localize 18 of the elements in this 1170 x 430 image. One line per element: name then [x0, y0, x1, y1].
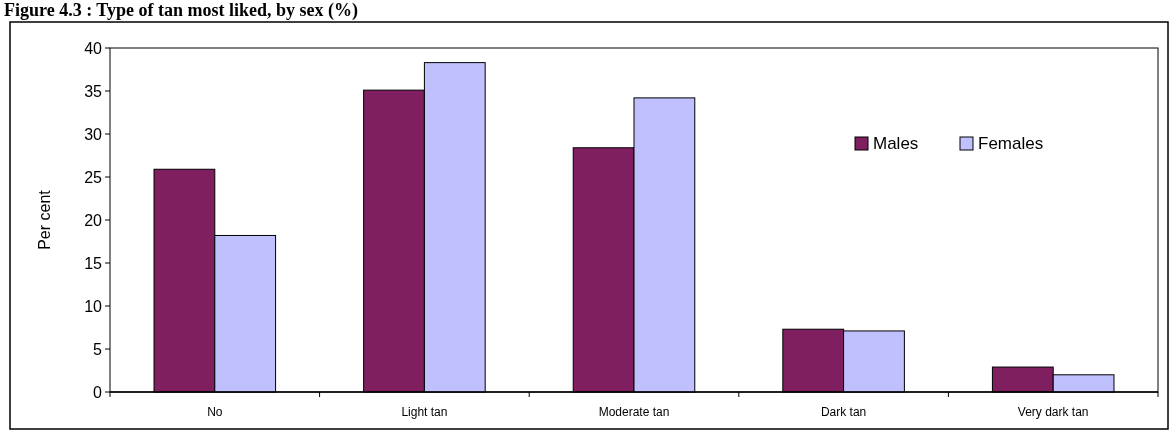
y-tick-label: 0 [93, 383, 103, 401]
y-axis-title: Per cent [36, 189, 53, 250]
legend-label: Females [978, 133, 1044, 153]
y-tick-label: 5 [93, 340, 103, 358]
x-tick-label: Dark tan [820, 405, 867, 419]
legend-label: Males [873, 133, 919, 153]
y-tick-label: 35 [84, 82, 103, 100]
y-tick-label: 40 [84, 39, 103, 57]
x-tick-label: Very dark tan [1017, 405, 1089, 419]
y-tick-label: 15 [84, 254, 103, 272]
y-tick-label: 10 [84, 297, 103, 315]
y-tick-label: 25 [84, 168, 103, 186]
chart-title: Figure 4.3 : Type of tan most liked, by sex (%) [4, 0, 358, 21]
y-tick-label: 30 [84, 125, 103, 143]
x-tick-label: Light tan [401, 405, 448, 419]
x-tick-label: Moderate tan [598, 405, 670, 419]
y-tick-label: 20 [84, 211, 103, 229]
x-tick-label: No [207, 405, 223, 419]
